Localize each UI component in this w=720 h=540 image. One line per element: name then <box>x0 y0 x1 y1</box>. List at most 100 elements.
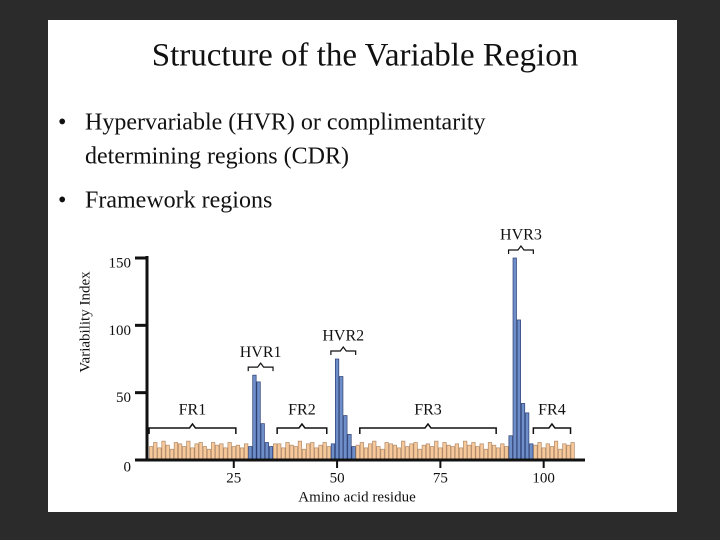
bar <box>273 443 278 461</box>
region-label: HVR1 <box>240 344 282 361</box>
bar <box>471 442 476 461</box>
bar <box>281 447 286 461</box>
bar <box>334 358 340 461</box>
bar <box>206 448 212 461</box>
bar <box>301 448 307 461</box>
bar <box>496 447 501 461</box>
bar <box>413 442 418 461</box>
bar <box>467 444 472 461</box>
region-label: FR2 <box>288 402 316 419</box>
bar <box>186 440 191 461</box>
bar <box>194 443 199 461</box>
bar <box>405 446 410 461</box>
bar <box>533 444 538 461</box>
bar <box>425 443 431 461</box>
bar <box>330 443 336 461</box>
bar <box>516 319 521 461</box>
bar <box>409 443 414 461</box>
bar <box>285 442 290 461</box>
bar <box>293 446 298 461</box>
bar <box>297 440 302 461</box>
bar <box>239 447 245 461</box>
bar <box>483 448 488 461</box>
bar <box>525 412 530 461</box>
bar <box>231 446 236 461</box>
bar <box>562 443 567 461</box>
x-axis-label: Amino acid residue <box>298 489 416 505</box>
bar <box>289 444 294 461</box>
region-bracket <box>148 422 237 434</box>
bar <box>417 448 422 461</box>
bar <box>392 444 398 461</box>
bar <box>566 444 571 461</box>
slide-page <box>48 20 677 512</box>
bar <box>454 443 459 461</box>
bar <box>504 446 509 461</box>
bar <box>173 442 179 461</box>
bar <box>260 423 265 461</box>
region-label: HVR2 <box>322 328 364 345</box>
region-bracket <box>247 362 274 372</box>
bar <box>520 403 526 461</box>
bar <box>202 446 207 461</box>
bar <box>252 374 257 461</box>
bar <box>396 447 402 461</box>
region-label: FR1 <box>179 402 207 419</box>
bar <box>264 442 269 461</box>
bar <box>537 442 542 461</box>
bar <box>475 446 480 461</box>
region-bracket <box>276 422 328 434</box>
bar <box>314 447 319 461</box>
bar <box>492 444 497 461</box>
bar <box>359 442 364 461</box>
bar <box>529 443 534 461</box>
bar <box>401 440 406 461</box>
bullet-text: determining regions (CDR) <box>85 144 349 170</box>
bullet-text: Framework regions <box>85 188 272 214</box>
bar <box>310 442 315 461</box>
x-tick-label: 25 <box>226 470 241 486</box>
bar <box>388 443 393 461</box>
bar <box>322 442 327 461</box>
bar <box>363 447 369 461</box>
x-tick-label: 50 <box>330 470 345 486</box>
y-tick-label: 0 <box>124 459 132 475</box>
bar <box>215 444 220 461</box>
bullet-dot: • <box>58 110 66 136</box>
bar <box>227 442 232 461</box>
bar <box>570 442 575 461</box>
bar <box>268 446 274 461</box>
bar <box>248 446 253 461</box>
region-bracket <box>532 422 572 434</box>
region-bracket <box>359 422 497 434</box>
bar <box>190 447 195 461</box>
bar <box>182 446 187 461</box>
bar <box>351 446 356 461</box>
bar <box>177 443 183 461</box>
bar <box>219 443 224 461</box>
bar <box>458 447 464 461</box>
bar <box>149 446 154 461</box>
bar <box>161 440 166 461</box>
bar <box>446 444 451 461</box>
bar <box>277 443 282 461</box>
bar <box>541 447 546 461</box>
bar <box>421 444 426 461</box>
bar <box>343 415 348 461</box>
bar <box>256 381 261 461</box>
region-bracket <box>507 245 534 254</box>
bar <box>487 442 493 461</box>
bar <box>512 257 517 461</box>
y-tick-label: 50 <box>116 390 131 406</box>
bar <box>430 446 435 461</box>
bar <box>558 448 563 461</box>
bar <box>553 440 559 461</box>
bar <box>450 446 455 461</box>
bar <box>355 444 360 461</box>
bar <box>438 447 443 461</box>
region-label: FR4 <box>538 402 566 419</box>
bar <box>479 443 484 461</box>
y-tick-label: 150 <box>109 255 132 271</box>
bar <box>235 444 240 461</box>
